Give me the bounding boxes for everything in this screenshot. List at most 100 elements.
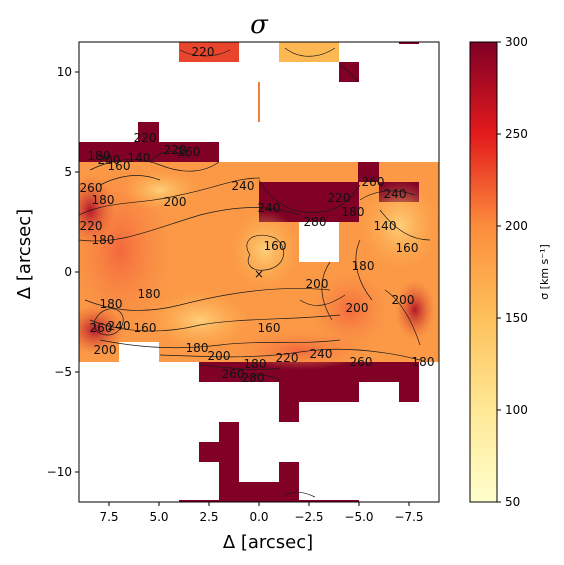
contour-label: 180	[342, 205, 365, 219]
contour-line	[149, 151, 191, 163]
contour-line	[284, 491, 316, 498]
y-tick-label: −5	[54, 365, 72, 379]
map-gap	[119, 342, 159, 362]
contour-label: 220	[134, 131, 157, 145]
map-cell	[138, 122, 159, 142]
contour-label: 180	[244, 357, 267, 371]
map-island-bottom	[219, 422, 239, 502]
contour-label: 220	[164, 143, 187, 157]
map-gradients	[79, 160, 439, 370]
map-hole	[299, 222, 339, 262]
map-shade	[79, 175, 115, 245]
contour-label: 240	[108, 319, 131, 333]
colorbar-ticks: 50 100 150 200 250 300	[497, 35, 528, 509]
map-cell	[199, 442, 219, 462]
map-region-top-left	[79, 142, 219, 162]
contour-line	[89, 159, 220, 172]
colorbar: 50 100 150 200 250 300 σ [km s⁻¹]	[469, 35, 551, 509]
colorbar-tick-label: 250	[505, 127, 528, 141]
contour-label: 260	[178, 145, 201, 159]
chart-title: σ	[250, 10, 269, 40]
map-cell	[179, 500, 219, 502]
contour-line	[99, 339, 341, 349]
contour-label: 200	[164, 195, 187, 209]
y-tick-label: 0	[64, 265, 72, 279]
x-tick-label: −7.5	[394, 510, 423, 524]
x-tick-label: 5.0	[149, 510, 168, 524]
map-shade	[150, 290, 250, 350]
map-shade	[395, 280, 435, 340]
contour-label: 140	[374, 219, 397, 233]
contour-label: 180	[92, 193, 115, 207]
contour-label: 260	[350, 355, 373, 369]
colorbar-tick-label: 50	[505, 495, 520, 509]
contour-line	[79, 207, 301, 242]
map-cell	[399, 382, 419, 402]
contour-line	[199, 364, 281, 371]
contour-label: 200	[94, 343, 117, 357]
map-shade	[120, 170, 200, 210]
x-tick-label: 7.5	[99, 510, 118, 524]
contour-label: 160	[264, 239, 287, 253]
x-axis-title: Δ [arcsec]	[223, 532, 313, 553]
x-tick-label: 0.0	[249, 510, 268, 524]
x-tick-label: −2.5	[294, 510, 323, 524]
contour-label: 240	[384, 187, 407, 201]
map-cell	[219, 162, 259, 182]
contour-line	[339, 64, 359, 83]
y-tick-label: −10	[47, 465, 72, 479]
contour-label: 180	[138, 287, 161, 301]
contour-line	[246, 234, 285, 271]
map-cell	[279, 402, 299, 422]
contour-line	[384, 289, 421, 346]
contour-label: 200	[208, 349, 231, 363]
contour-label: 220	[80, 219, 103, 233]
contour-label: 160	[258, 321, 281, 335]
colorbar-tick-label: 150	[505, 311, 528, 325]
contour-label: 160	[108, 159, 131, 173]
map-cell	[279, 42, 339, 62]
contour-label: 260	[90, 321, 113, 335]
colorbar-tick-label: 300	[505, 35, 528, 49]
map-region-bottom	[199, 362, 419, 382]
map-shade-center	[230, 210, 300, 290]
map-cell	[279, 382, 359, 402]
colorbar-gradient	[469, 41, 498, 503]
contour-label: 180	[186, 341, 209, 355]
contour-label: 160	[396, 241, 419, 255]
contour-line	[99, 175, 161, 186]
contour-label: 180	[92, 233, 115, 247]
center-marker: ×	[254, 267, 264, 281]
contour-label: 200	[306, 277, 329, 291]
contour-label: 220	[192, 45, 215, 59]
map-cell	[258, 82, 260, 122]
contour-label: 180	[100, 297, 123, 311]
contour-label: 220	[276, 351, 299, 365]
contour-label: 280	[304, 215, 327, 229]
y-tick-label: 5	[64, 165, 72, 179]
contour-line	[239, 374, 281, 381]
contour-label: 240	[258, 201, 281, 215]
contour-line	[321, 261, 333, 321]
contour-line	[379, 209, 431, 241]
map-cell	[399, 42, 419, 44]
map-shade-right	[360, 180, 439, 270]
contour-line	[159, 348, 421, 361]
contour-label: 200	[98, 153, 121, 167]
contour-line	[79, 177, 261, 216]
y-axis-ticks: 10 5 0 −5 −10	[47, 65, 79, 479]
contour-label: 260	[362, 175, 385, 189]
contour-line	[355, 239, 373, 301]
contour-line	[299, 294, 346, 306]
contour-label: 220	[328, 191, 351, 205]
map-cell	[279, 500, 359, 502]
contour-label: 240	[232, 179, 255, 193]
y-tick-label: 10	[57, 65, 72, 79]
contour-label: 260	[222, 367, 245, 381]
contour-label: 140	[128, 151, 151, 165]
map-cell	[358, 162, 379, 182]
x-tick-label: −5.0	[344, 510, 373, 524]
